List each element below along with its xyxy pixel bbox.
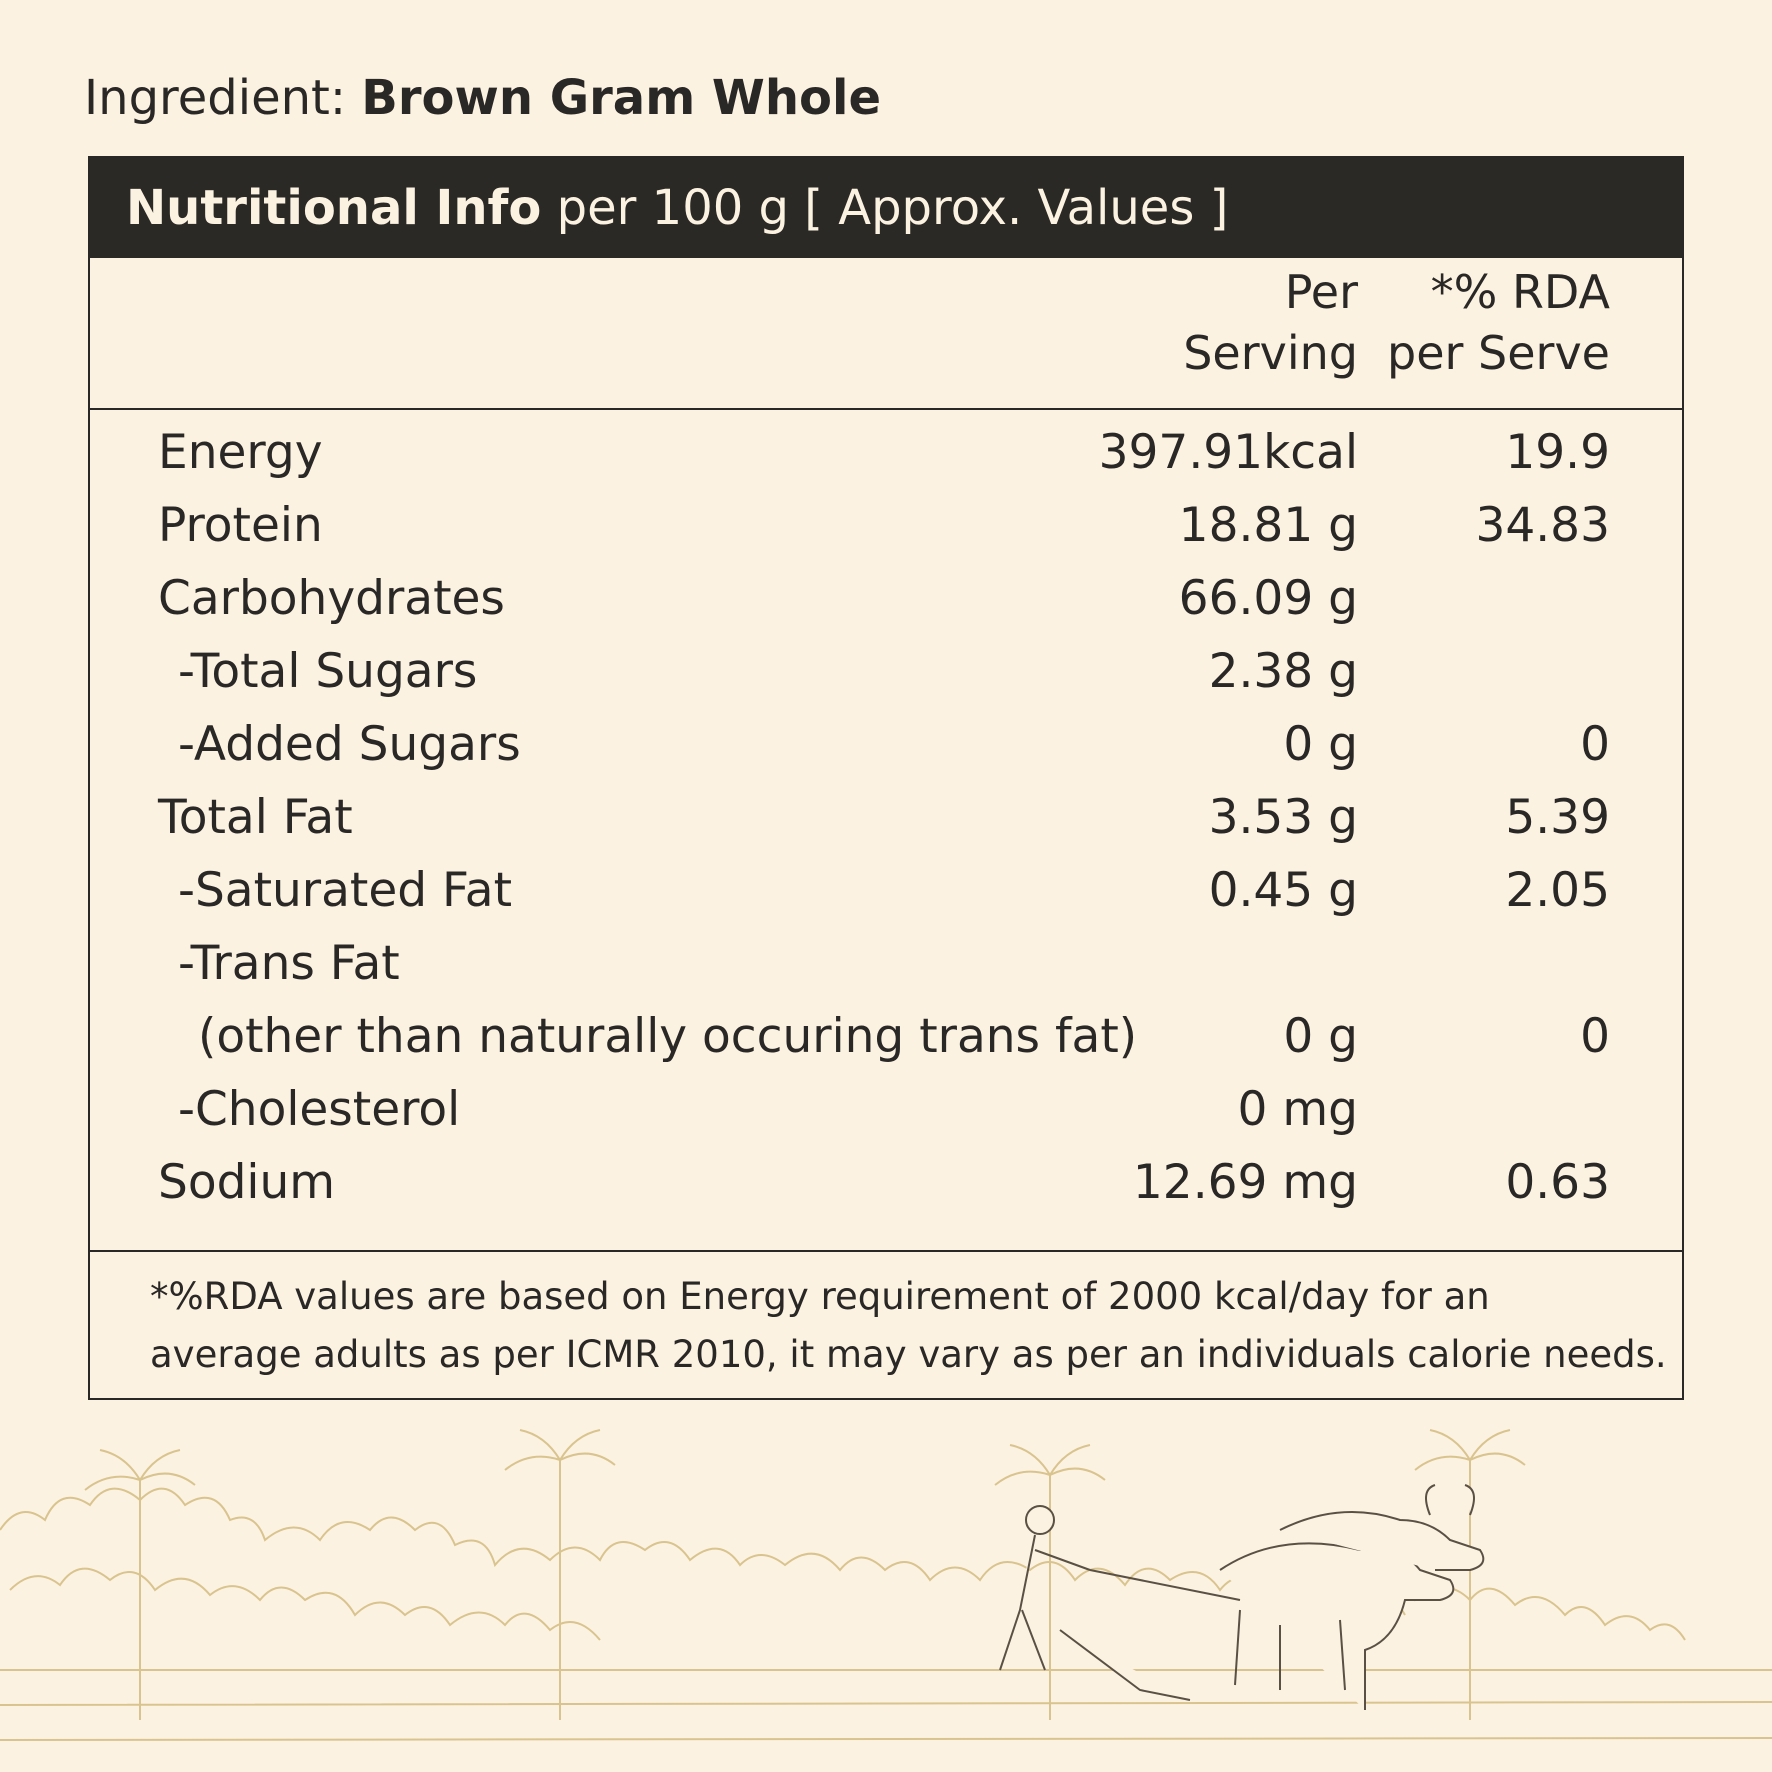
nutrient-label: Energy: [158, 425, 323, 480]
nutrient-row-energy: Energy 397.91kcal 19.9: [90, 416, 1682, 489]
nutrient-label: -Trans Fat: [178, 936, 400, 991]
nutrient-rda: 0: [1580, 1009, 1610, 1064]
nutrient-label: Sodium: [158, 1155, 336, 1210]
nutrient-value: 18.81 g: [1178, 498, 1358, 553]
column-header-rda-line1: *% RDA: [1430, 265, 1610, 319]
nutrient-value: 0 g: [1283, 1009, 1358, 1064]
nutrient-label: Protein: [158, 498, 323, 553]
farmer-plowing-illustration: [0, 1429, 1772, 1741]
nutrient-value: 397.91kcal: [1098, 425, 1358, 480]
nutrient-rda: 19.9: [1505, 425, 1610, 480]
rda-footnote: *%RDA values are based on Energy require…: [150, 1268, 1667, 1384]
ingredient-prefix: Ingredient:: [84, 70, 362, 126]
nutrient-label: -Cholesterol: [178, 1082, 461, 1137]
nutrient-row-protein: Protein 18.81 g 34.83: [90, 489, 1682, 562]
nutrient-label: -Saturated Fat: [178, 863, 513, 918]
nutrient-rda: 0: [1580, 717, 1610, 772]
nutrient-rda: 34.83: [1475, 498, 1610, 553]
ingredient-name: Brown Gram Whole: [361, 70, 882, 126]
nutrient-row-added-sugars: -Added Sugars 0 g 0: [90, 708, 1682, 781]
nutrient-value: 3.53 g: [1208, 790, 1358, 845]
nutrient-label: Total Fat: [158, 790, 353, 845]
column-header-per-serving-line2: Serving: [1183, 326, 1358, 380]
nutrient-rda: 0.63: [1505, 1155, 1610, 1210]
nutrition-panel: Nutritional Info per 100 g [ Approx. Val…: [88, 156, 1684, 1400]
nutrient-rda: 2.05: [1505, 863, 1610, 918]
footnote-line-2: average adults as per ICMR 2010, it may …: [150, 1333, 1667, 1376]
nutrient-value: 0 mg: [1237, 1082, 1358, 1137]
nutrient-row-cholesterol: -Cholesterol 0 mg: [90, 1073, 1682, 1146]
nutrition-title-bold: Nutritional Info: [126, 180, 542, 236]
nutrient-row-carbohydrates: Carbohydrates 66.09 g: [90, 562, 1682, 635]
footnote-line-1: *%RDA values are based on Energy require…: [150, 1275, 1490, 1318]
nutrient-rda: 5.39: [1505, 790, 1610, 845]
nutrient-row-total-fat: Total Fat 3.53 g 5.39: [90, 781, 1682, 854]
nutrient-label: -Total Sugars: [178, 644, 478, 699]
nutrient-value: 0.45 g: [1208, 863, 1358, 918]
nutrient-value: 0 g: [1283, 717, 1358, 772]
header-divider: [90, 408, 1682, 410]
footnote-divider: [90, 1250, 1682, 1252]
nutrient-row-trans-fat: -Trans Fat: [90, 927, 1682, 1000]
nutrient-rows: Energy 397.91kcal 19.9 Protein 18.81 g 3…: [90, 416, 1682, 1219]
nutrient-value: 66.09 g: [1178, 571, 1358, 626]
nutrient-value: 2.38 g: [1208, 644, 1358, 699]
nutrient-label: (other than naturally occuring trans fat…: [198, 1009, 1138, 1064]
nutrient-label: -Added Sugars: [178, 717, 521, 772]
nutrition-title-rest: per 100 g [ Approx. Values ]: [541, 180, 1229, 236]
nutrient-row-sodium: Sodium 12.69 mg 0.63: [90, 1146, 1682, 1219]
nutrient-label: Carbohydrates: [158, 571, 505, 626]
nutrition-title: Nutritional Info per 100 g [ Approx. Val…: [126, 172, 1228, 244]
column-header-per-serving-line1: Per: [1284, 265, 1358, 319]
nutrient-row-total-sugars: -Total Sugars 2.38 g: [90, 635, 1682, 708]
nutrition-header-bar: Nutritional Info per 100 g [ Approx. Val…: [90, 158, 1682, 258]
column-header-per-serving: Per Serving: [1183, 262, 1358, 384]
nutrient-row-saturated-fat: -Saturated Fat 0.45 g 2.05: [90, 854, 1682, 927]
nutrient-row-trans-fat-note: (other than naturally occuring trans fat…: [90, 1000, 1682, 1073]
column-header-rda: *% RDA per Serve: [1387, 262, 1610, 384]
nutrient-value: 12.69 mg: [1132, 1155, 1358, 1210]
ingredient-heading: Ingredient: Brown Gram Whole: [84, 62, 881, 134]
column-header-rda-line2: per Serve: [1387, 326, 1610, 380]
